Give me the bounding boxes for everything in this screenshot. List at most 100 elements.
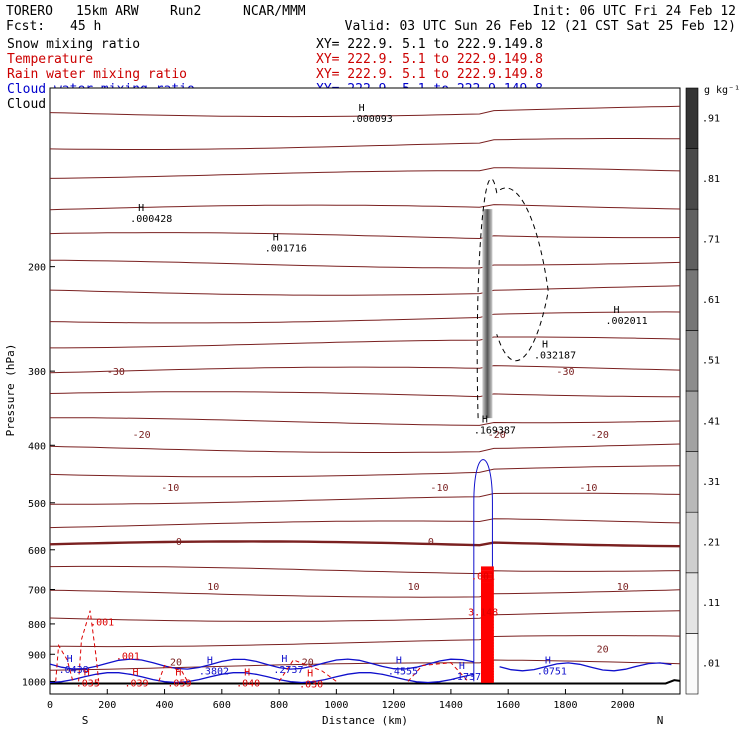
rain-column-band <box>480 670 494 675</box>
header-fcst-label: Fcst: <box>6 19 45 34</box>
extremum-marker: H <box>459 661 465 672</box>
extremum-value: .3802 <box>199 667 229 678</box>
colorbar-label: .41 <box>702 416 720 427</box>
rain-water-contour <box>278 659 337 682</box>
isotherm-line <box>50 492 680 505</box>
extremum-marker: H <box>396 656 402 667</box>
x-tick-label: 0 <box>47 700 53 711</box>
y-tick-label: 700 <box>28 586 46 597</box>
colorbar-cell <box>685 451 699 513</box>
extremum-value: .059 <box>167 678 191 689</box>
rain-column-band <box>480 600 494 605</box>
extremum-value: .035 <box>76 678 100 689</box>
isotherm-label: 20 <box>302 657 314 668</box>
y-tick-label: 400 <box>28 441 46 452</box>
isotherm-label: -10 <box>430 483 448 494</box>
plot-area <box>49 87 681 695</box>
extremum-value: .001 <box>116 651 140 662</box>
legend-field-name: Snow mixing ratio <box>7 37 140 52</box>
rain-column-band <box>480 639 494 644</box>
axes: 0 200 400 600 800 1000 1200 1400 1600 1800 2000200… <box>22 263 635 711</box>
colorbar-label: .91 <box>702 113 720 124</box>
extremum-value: .030 <box>299 680 323 691</box>
header-run: Run2 <box>170 4 201 19</box>
rain-column-band <box>480 630 494 635</box>
extremum-value: .001 <box>471 571 495 582</box>
y-tick-label: 900 <box>28 650 46 661</box>
y-tick-label: 800 <box>28 620 46 631</box>
isotherm-line <box>50 365 680 374</box>
isotherm-line <box>50 105 680 118</box>
rain-column-band <box>480 665 494 670</box>
y-tick-label: 300 <box>28 367 46 378</box>
rain-column-band <box>480 659 494 664</box>
colorbar-label: .21 <box>702 538 720 549</box>
rain-column-band <box>480 627 494 632</box>
rain-column-band <box>480 633 494 638</box>
isotherm-line <box>50 285 680 296</box>
extremum-value: .001 <box>90 618 114 629</box>
legend-field-xy: XY= 222.9. 5.1 to 222.9.149.8 <box>316 67 543 82</box>
rain-column-band <box>480 574 494 579</box>
isotherm-line <box>50 540 680 548</box>
colorbar-cell <box>685 330 699 392</box>
x-tick-label: 600 <box>213 700 231 711</box>
colorbar-unit: g kg⁻¹ <box>704 85 740 96</box>
colorbar-label: .71 <box>702 235 720 246</box>
colorbar: .01 .11 .21 .31 .41 .51 .61 .71 .81 .91 <box>685 87 720 695</box>
x-tick-label: 200 <box>98 700 116 711</box>
rain-column-band <box>480 648 494 653</box>
x-axis-label: Distance (km) <box>322 714 408 727</box>
extremum-value: .002011 <box>606 316 648 327</box>
rain-column-band <box>480 620 494 625</box>
isotherm-line <box>50 336 680 349</box>
x-tick-label: 1400 <box>439 700 463 711</box>
isotherm-line <box>50 138 680 150</box>
rain-column-band <box>480 585 494 590</box>
extremum-value: .4555 <box>388 667 418 678</box>
isotherm-line <box>50 311 680 324</box>
colorbar-cell <box>685 511 699 574</box>
colorbar-label: .31 <box>702 477 720 488</box>
isotherm-label: 20 <box>597 644 609 655</box>
rain-column-band <box>480 678 494 683</box>
colorbar-cell <box>685 269 699 331</box>
y-tick-label: 1000 <box>22 677 46 688</box>
x-axis-right-end: N <box>657 714 664 727</box>
extremum-marker: H <box>542 339 548 350</box>
rain-column-band <box>480 570 494 575</box>
isotherm-label: -20 <box>133 430 151 441</box>
rain-column-band <box>480 657 494 662</box>
x-tick-label: 800 <box>270 700 288 711</box>
extremum-value: .000428 <box>130 214 172 225</box>
rain-column-band <box>480 636 494 641</box>
cloud-ice-contour <box>476 178 549 419</box>
header-resolution: 15km ARW <box>76 4 139 19</box>
extremum-marker: H <box>84 667 90 678</box>
colorbar-cell <box>685 390 699 452</box>
rain-column-band <box>480 607 494 612</box>
rain-column-band <box>480 662 494 667</box>
extremum-marker: H <box>244 667 250 678</box>
header-institution: NCAR/MMM <box>243 4 306 19</box>
extremum-marker: H <box>545 656 551 667</box>
rain-column-band <box>480 582 494 587</box>
extremum-marker: H <box>207 656 213 667</box>
isotherm-line <box>50 635 680 648</box>
isotherm-label: 0 <box>176 537 182 548</box>
rain-column-band <box>480 673 494 678</box>
extremum-marker: H <box>138 203 144 214</box>
colorbar-label: .11 <box>702 598 720 609</box>
rain-column-band <box>480 617 494 622</box>
x-tick-label: 1200 <box>382 700 406 711</box>
rain-column-band <box>480 668 494 673</box>
colorbar-cell <box>685 572 699 634</box>
rain-water-contour <box>407 662 469 682</box>
isotherm-line <box>50 659 680 671</box>
extremum-value: .0438 <box>59 665 89 676</box>
legend-field-name: Rain water mixing ratio <box>7 67 187 82</box>
extremum-value: .001716 <box>265 244 307 255</box>
colorbar-cell <box>685 208 699 271</box>
isotherm-label: 10 <box>617 582 629 593</box>
